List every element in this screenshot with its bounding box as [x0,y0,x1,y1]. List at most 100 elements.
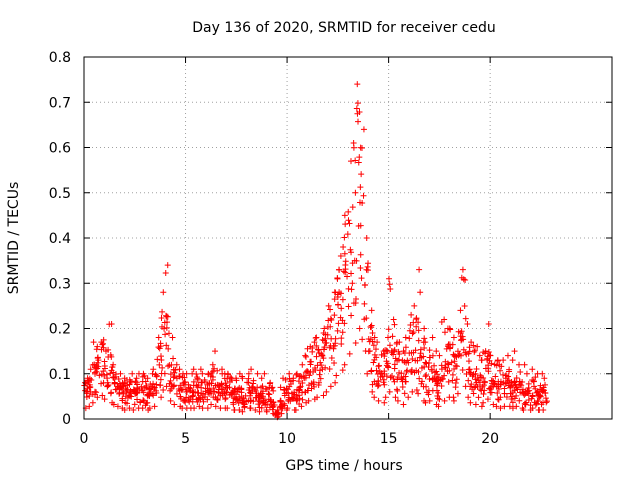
data-point [416,375,423,382]
data-point [165,330,172,337]
data-point [501,390,508,397]
data-point [385,326,392,333]
data-point [359,336,366,343]
data-point [308,358,315,365]
data-point [459,366,466,373]
data-point [436,396,443,403]
y-tick-label: 0.4 [49,231,71,247]
data-point [394,397,401,404]
data-point [247,390,254,397]
data-point [230,401,237,408]
data-point [319,352,326,359]
data-point [464,320,471,327]
data-point [438,362,445,369]
data-point [373,367,380,374]
data-point [138,383,145,390]
data-point [254,384,261,391]
data-point [401,390,408,397]
data-point [406,327,413,334]
data-point [386,342,393,349]
data-point [151,384,158,391]
data-point [304,368,311,375]
x-tick-label: 0 [80,431,89,447]
data-point [258,375,265,382]
data-point [485,362,492,369]
data-point [344,231,351,238]
data-point [250,398,257,405]
data-point [498,363,505,370]
data-point [367,323,374,330]
data-point [258,384,265,391]
data-point [168,385,175,392]
data-point [441,397,448,404]
data-point [158,394,165,401]
y-tick-label: 0 [62,412,71,428]
data-point [415,390,422,397]
data-point [183,388,190,395]
data-point [400,401,407,408]
data-point [240,400,247,407]
data-point [519,386,526,393]
data-point [465,358,472,365]
data-point [99,340,106,347]
data-point [317,367,324,374]
data-point [177,382,184,389]
data-point [520,406,527,413]
data-point [410,329,417,336]
data-point [433,348,440,355]
data-point [386,275,393,282]
data-point [352,300,359,307]
data-point [99,341,106,348]
data-point [461,302,468,309]
data-point [212,348,219,355]
data-point [258,404,265,411]
data-point [357,144,364,151]
data-point [146,391,153,398]
data-point [219,370,226,377]
data-point [190,366,197,373]
data-point [497,394,504,401]
data-point [338,341,345,348]
data-point [195,382,202,389]
data-point [341,212,348,219]
data-point [435,403,442,410]
data-point [222,394,229,401]
data-point [394,387,401,394]
data-point [197,366,204,373]
data-point [455,352,462,359]
data-point [371,356,378,363]
data-point [190,378,197,385]
data-point [155,344,162,351]
data-point [339,296,346,303]
data-point [277,384,284,391]
data-point [527,402,534,409]
data-point [540,384,547,391]
data-point [199,379,206,386]
data-point [372,346,379,353]
data-point [252,406,259,413]
data-point [160,289,167,296]
data-point [144,375,151,382]
data-point [324,331,331,338]
data-point [383,373,390,380]
data-point [327,383,334,390]
data-point [504,378,511,385]
data-point [150,392,157,399]
data-point [509,399,516,406]
data-point [296,384,303,391]
data-point [415,327,422,334]
data-point [137,398,144,405]
data-point [418,365,425,372]
data-point [103,371,110,378]
data-points [81,81,551,421]
grid-lines [84,57,612,419]
data-point [366,347,373,354]
data-point [457,307,464,314]
data-point [363,266,370,273]
y-tick-label: 0.7 [49,95,71,111]
data-point [460,346,467,353]
data-point [256,398,263,405]
data-point [261,370,268,377]
data-point [247,405,254,412]
data-point [260,388,267,395]
